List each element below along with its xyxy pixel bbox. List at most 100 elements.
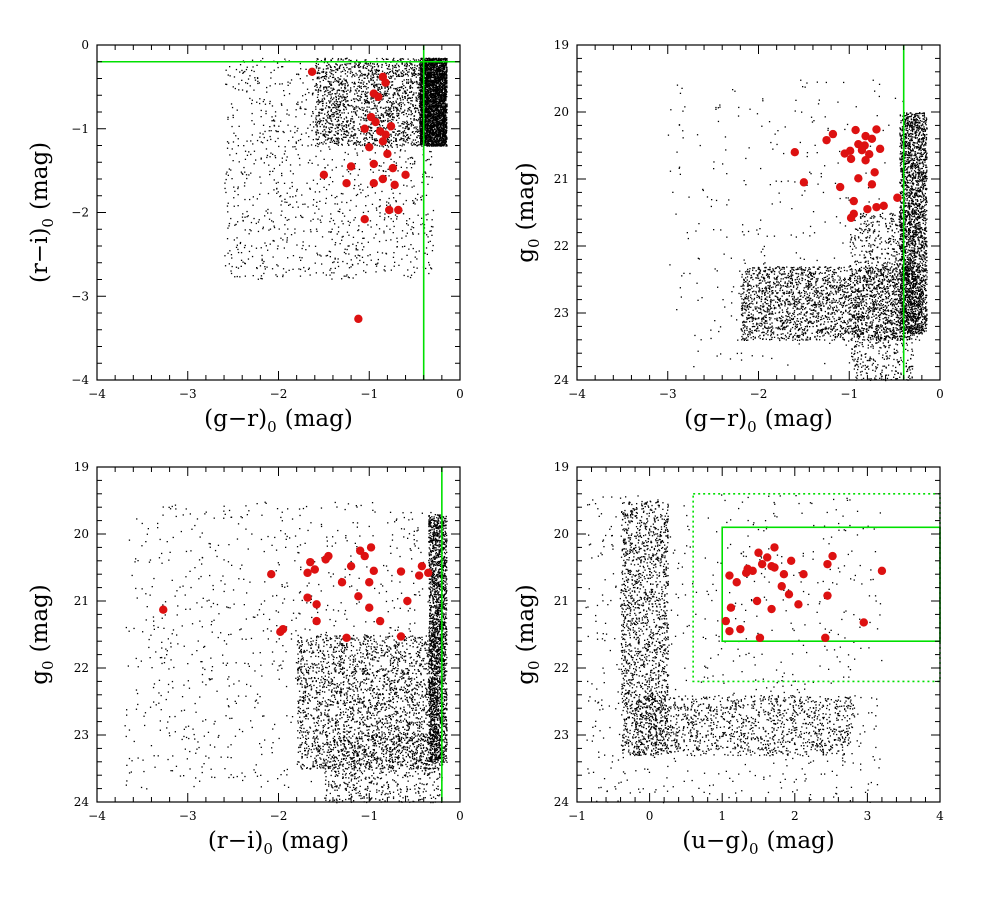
field-star <box>426 105 428 107</box>
field-star <box>426 143 428 145</box>
field-star <box>443 111 445 113</box>
field-star <box>432 126 435 129</box>
field-star <box>387 68 389 70</box>
field-star <box>377 102 380 104</box>
field-star <box>329 128 331 131</box>
field-star <box>331 278 333 280</box>
field-star <box>443 70 445 72</box>
field-star <box>366 133 368 135</box>
field-star <box>420 90 422 93</box>
field-star <box>347 125 350 127</box>
field-star <box>358 143 360 146</box>
field-star <box>363 133 365 135</box>
field-star <box>440 103 443 105</box>
field-star <box>426 117 428 120</box>
field-star <box>289 170 292 172</box>
field-star <box>444 140 446 142</box>
field-star <box>343 108 345 110</box>
field-star <box>426 59 429 61</box>
field-star <box>411 100 413 102</box>
field-star <box>436 110 438 112</box>
field-star <box>359 98 361 100</box>
field-star <box>432 109 434 111</box>
field-star <box>398 69 400 71</box>
field-star <box>432 71 435 73</box>
field-star <box>392 116 394 118</box>
field-star <box>441 90 443 92</box>
field-star <box>427 140 429 142</box>
field-star <box>420 106 422 108</box>
field-star <box>404 68 406 70</box>
field-star <box>430 88 432 90</box>
field-star <box>408 68 410 71</box>
field-star <box>340 87 342 89</box>
field-star <box>378 86 380 89</box>
field-star <box>442 74 444 76</box>
field-star <box>259 136 261 138</box>
field-star <box>272 170 274 172</box>
field-star <box>360 116 362 118</box>
field-star <box>444 80 446 82</box>
field-star <box>415 128 417 130</box>
field-star <box>439 120 441 122</box>
field-star <box>431 59 433 62</box>
field-star <box>425 132 427 134</box>
field-star <box>345 57 347 60</box>
field-star <box>364 100 366 103</box>
field-star <box>443 76 445 78</box>
field-star <box>365 88 368 90</box>
field-star <box>439 70 442 72</box>
field-star <box>443 93 445 95</box>
field-star <box>392 101 394 103</box>
field-star <box>388 64 390 66</box>
field-star <box>404 109 406 111</box>
field-star <box>392 93 394 96</box>
field-star <box>362 83 364 85</box>
field-star <box>425 141 427 143</box>
field-star <box>375 138 378 140</box>
field-star <box>398 133 400 135</box>
field-star <box>439 113 441 115</box>
field-star <box>419 128 421 130</box>
field-star <box>374 104 376 106</box>
field-star <box>435 122 438 124</box>
field-star <box>421 132 423 134</box>
field-star <box>343 91 345 93</box>
field-star <box>443 141 445 143</box>
field-star <box>440 59 442 62</box>
field-star <box>435 104 437 107</box>
field-star <box>438 144 441 146</box>
field-star <box>431 114 433 116</box>
field-star <box>366 74 369 77</box>
field-star <box>424 79 427 81</box>
field-star <box>335 142 338 145</box>
field-star <box>333 76 335 78</box>
field-star <box>420 96 422 98</box>
field-star <box>443 98 446 100</box>
field-star <box>442 124 444 126</box>
field-star <box>428 83 430 85</box>
field-star <box>405 69 408 72</box>
field-star <box>424 93 426 95</box>
field-star <box>441 131 444 133</box>
field-star <box>350 68 352 70</box>
field-star <box>442 67 444 69</box>
field-star <box>445 64 448 66</box>
field-star <box>442 83 444 85</box>
field-star <box>353 107 356 109</box>
field-star <box>420 75 422 77</box>
field-star <box>429 79 431 82</box>
field-star <box>367 63 369 65</box>
field-star <box>440 89 442 91</box>
field-star <box>338 89 341 92</box>
field-star <box>430 114 433 116</box>
field-star <box>333 66 336 68</box>
field-star <box>326 121 328 123</box>
field-star <box>378 69 380 71</box>
field-star <box>428 94 431 96</box>
field-star <box>416 126 418 128</box>
field-star <box>370 65 372 67</box>
field-star <box>440 96 442 98</box>
field-star <box>392 59 394 61</box>
field-star <box>425 114 427 116</box>
